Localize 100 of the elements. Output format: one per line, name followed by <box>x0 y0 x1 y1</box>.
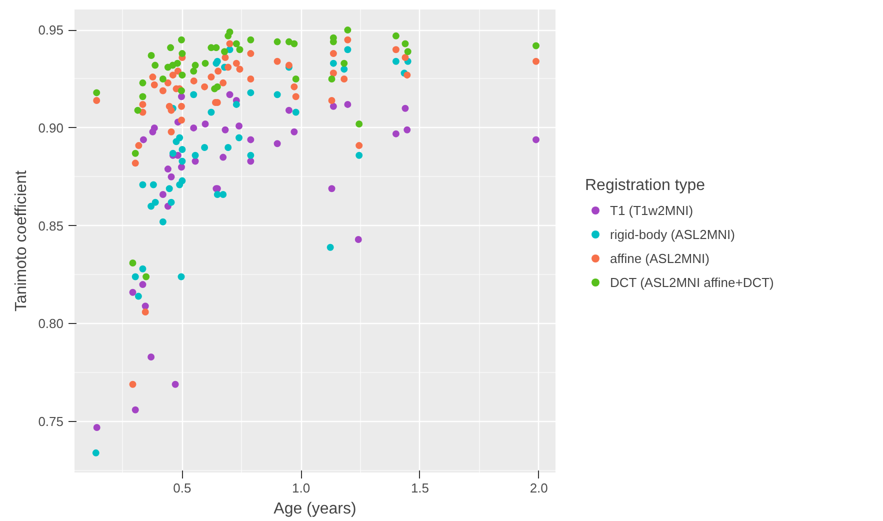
y-tick-label: 0.90 <box>38 120 64 136</box>
point <box>174 60 181 67</box>
point <box>129 380 136 388</box>
point <box>404 72 411 79</box>
point <box>208 74 215 81</box>
point <box>164 79 172 86</box>
point <box>168 128 175 136</box>
point <box>220 79 227 86</box>
point <box>142 308 149 316</box>
point <box>192 158 199 165</box>
point <box>532 42 540 50</box>
legend-label: DCT (ASL2MNI affine+DCT) <box>610 274 774 290</box>
point <box>214 68 222 75</box>
point <box>172 380 179 388</box>
point <box>201 144 208 152</box>
point <box>178 116 185 124</box>
point <box>340 66 348 73</box>
point <box>344 46 352 54</box>
point <box>159 76 166 82</box>
legend-label: T1 (T1w2MNI) <box>610 202 694 218</box>
point <box>167 44 174 52</box>
point <box>326 244 334 251</box>
point <box>139 93 146 100</box>
point <box>226 91 234 98</box>
point <box>159 191 166 198</box>
point <box>222 126 229 134</box>
point <box>135 142 142 150</box>
point <box>274 58 281 65</box>
point <box>178 93 185 100</box>
point <box>93 89 100 96</box>
point <box>132 406 139 414</box>
point <box>354 236 362 244</box>
point <box>139 100 146 108</box>
point <box>129 288 136 296</box>
point <box>247 89 254 96</box>
y-tick-label: 0.75 <box>38 414 64 430</box>
point <box>139 181 146 188</box>
point <box>176 134 184 142</box>
point <box>224 144 232 152</box>
point <box>192 62 199 69</box>
point <box>93 97 100 104</box>
point <box>190 91 198 98</box>
point <box>178 158 186 165</box>
point <box>221 48 228 56</box>
point <box>356 152 363 159</box>
point <box>274 38 281 46</box>
point <box>247 152 254 159</box>
point <box>178 72 186 79</box>
point <box>330 70 337 77</box>
point <box>247 136 254 144</box>
point <box>356 142 363 150</box>
point <box>178 102 185 110</box>
point <box>192 152 199 159</box>
point <box>148 354 155 360</box>
point <box>232 100 240 108</box>
point <box>148 202 155 210</box>
point <box>129 260 136 267</box>
point <box>292 76 300 82</box>
point <box>226 40 234 48</box>
point <box>224 32 232 40</box>
point <box>214 83 221 90</box>
point <box>178 50 186 58</box>
y-tick-label: 0.80 <box>38 316 64 332</box>
point <box>139 265 146 272</box>
legend-label: affine (ASL2MNI) <box>610 250 710 266</box>
point <box>168 173 175 180</box>
point <box>132 273 139 280</box>
point <box>392 130 400 138</box>
point <box>328 97 336 104</box>
point <box>402 54 409 61</box>
point <box>247 36 254 44</box>
point <box>190 77 198 84</box>
point <box>292 93 300 100</box>
point <box>247 76 254 82</box>
point <box>208 108 215 116</box>
x-tick-label: 1.0 <box>292 480 310 496</box>
point <box>142 302 149 310</box>
point <box>224 64 232 71</box>
point <box>236 46 244 54</box>
point <box>159 87 166 94</box>
point <box>344 36 352 44</box>
point <box>290 83 298 90</box>
point <box>139 281 146 288</box>
y-tick-label: 0.85 <box>38 218 64 234</box>
point <box>292 108 300 116</box>
point <box>220 191 227 198</box>
point <box>392 32 400 40</box>
point <box>392 58 400 65</box>
x-tick-label: 1.5 <box>410 480 430 496</box>
point <box>285 106 292 114</box>
point <box>166 185 173 192</box>
point <box>150 81 158 88</box>
point <box>328 76 336 82</box>
point <box>178 273 185 280</box>
y-tick-label: 0.95 <box>38 22 64 38</box>
point <box>169 72 176 79</box>
point <box>532 136 540 144</box>
point <box>202 60 209 67</box>
point <box>532 58 540 65</box>
point <box>330 60 337 67</box>
